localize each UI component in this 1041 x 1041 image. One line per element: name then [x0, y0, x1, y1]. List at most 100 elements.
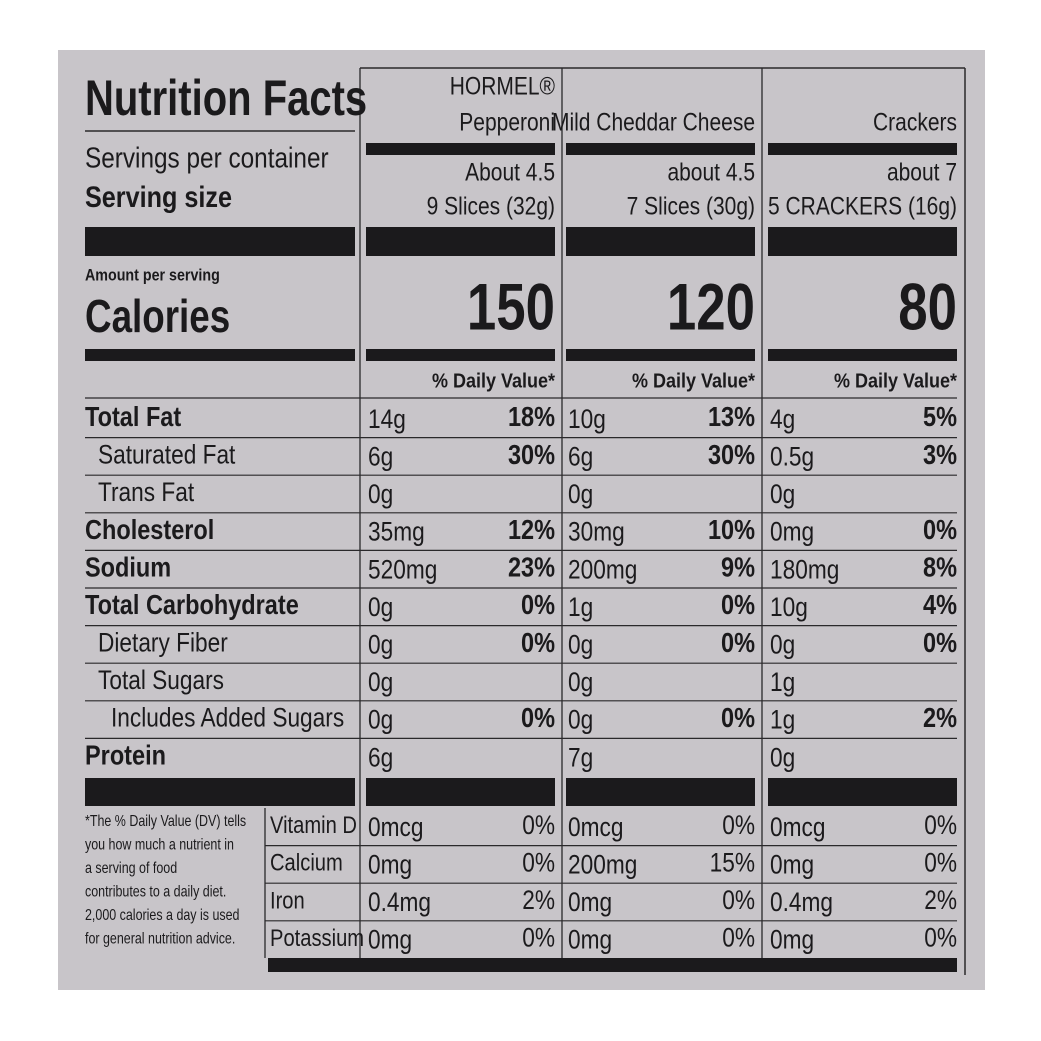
footnote-line: you how much a nutrient in	[85, 836, 234, 854]
vitamin-amount: 0.4mg	[368, 887, 431, 917]
vitamin-dv: 2%	[522, 885, 555, 915]
serving-size-value: 5 CRACKERS (16g)	[768, 192, 957, 220]
nutrient-amount: 1g	[568, 592, 593, 622]
serving-size-value: 9 Slices (32g)	[427, 192, 555, 220]
nutrient-amount: 4g	[770, 404, 795, 434]
vitamin-dv: 0%	[522, 848, 555, 878]
nutrient-amount: 1g	[770, 705, 795, 735]
nutrient-amount: 6g	[368, 743, 393, 773]
vitamin-label: Calcium	[270, 849, 343, 876]
nutrient-dv: 9%	[721, 553, 755, 583]
nutrient-label: Trans Fat	[98, 477, 194, 507]
vitamin-dv: 0%	[722, 885, 755, 915]
vitamin-dv: 0%	[924, 810, 957, 840]
nutrient-amount: 0g	[368, 667, 393, 697]
nutrient-dv: 0%	[521, 628, 555, 658]
vitamin-dv: 15%	[710, 848, 755, 878]
vitamin-label: Vitamin D	[270, 811, 357, 838]
rule-bar	[85, 227, 355, 256]
nutrient-amount: 180mg	[770, 555, 839, 585]
nutrient-dv: 0%	[721, 628, 755, 658]
serving-size-value: 7 Slices (30g)	[627, 192, 755, 220]
nutrient-amount: 0g	[368, 479, 393, 509]
nutrient-dv: 12%	[508, 515, 555, 545]
nutrient-amount: 10g	[568, 404, 606, 434]
nutrient-amount: 0g	[368, 630, 393, 660]
servings-value: about 4.5	[667, 158, 755, 186]
nutrient-amount: 0g	[368, 705, 393, 735]
serving-size-label: Serving size	[85, 180, 232, 214]
nutrient-amount: 6g	[368, 442, 393, 472]
nutrient-label: Total Fat	[85, 402, 182, 432]
vitamin-dv: 0%	[522, 810, 555, 840]
vitamin-amount: 0mcg	[368, 812, 423, 842]
nutrient-dv: 10%	[708, 515, 755, 545]
rule-bar	[566, 778, 755, 806]
vitamin-dv: 0%	[722, 923, 755, 953]
vitamin-amount: 0mg	[568, 925, 612, 955]
nutrient-label: Dietary Fiber	[98, 628, 228, 658]
footnote-line: contributes to a daily diet.	[85, 883, 226, 901]
nutrient-dv: 18%	[508, 402, 555, 432]
nutrient-label: Cholesterol	[85, 515, 214, 545]
rule-bar	[768, 143, 957, 155]
vitamin-amount: 0mcg	[568, 812, 623, 842]
nutrient-amount: 200mg	[568, 555, 637, 585]
rule-bar	[566, 143, 755, 155]
vitamin-dv: 0%	[522, 923, 555, 953]
rule-bar	[768, 227, 957, 256]
dv-header: % Daily Value*	[834, 370, 958, 392]
dv-header: % Daily Value*	[632, 370, 756, 392]
nutrient-amount: 6g	[568, 442, 593, 472]
nutrient-amount: 0.5g	[770, 442, 814, 472]
vitamin-label: Iron	[270, 887, 305, 914]
nutrient-dv: 0%	[721, 590, 755, 620]
dv-header: % Daily Value*	[432, 370, 556, 392]
nutrient-dv: 0%	[521, 590, 555, 620]
nutrient-dv: 23%	[508, 553, 555, 583]
footnote-line: a serving of food	[85, 860, 177, 878]
nutrient-dv: 30%	[508, 440, 555, 470]
nutrient-label: Protein	[85, 741, 166, 771]
nutrient-amount: 520mg	[368, 555, 437, 585]
nutrient-amount: 0mg	[770, 517, 814, 547]
nutrient-label: Includes Added Sugars	[111, 703, 344, 733]
rule-bar	[366, 143, 555, 155]
vitamin-amount: 0mg	[568, 887, 612, 917]
vitamin-dv: 0%	[924, 848, 957, 878]
nutrient-dv: 0%	[923, 515, 957, 545]
nutrient-label: Sodium	[85, 553, 171, 583]
footnote-line: *The % Daily Value (DV) tells	[85, 813, 246, 831]
vitamin-amount: 0mg	[368, 850, 412, 880]
nutrient-dv: 8%	[923, 553, 957, 583]
servings-label: Servings per container	[85, 142, 329, 174]
calories-label: Calories	[85, 290, 230, 342]
nutrient-label: Saturated Fat	[98, 440, 235, 470]
nutrient-amount: 30mg	[568, 517, 625, 547]
vitamin-amount: 0mcg	[770, 812, 825, 842]
rule-bar	[566, 349, 755, 361]
nutrient-label: Total Sugars	[98, 665, 224, 695]
vitamin-dv: 2%	[924, 885, 957, 915]
nutrient-dv: 13%	[708, 402, 755, 432]
rule-bar	[366, 227, 555, 256]
nutrient-dv: 0%	[721, 703, 755, 733]
nutrient-amount: 7g	[568, 743, 593, 773]
rule-bar	[366, 349, 555, 361]
nutrient-dv: 2%	[923, 703, 957, 733]
nutrient-dv: 0%	[521, 703, 555, 733]
footnote-line: 2,000 calories a day is used	[85, 907, 240, 925]
product-name: Pepperoni	[459, 108, 555, 136]
rule-bar	[85, 778, 355, 806]
rule-bar	[85, 349, 355, 361]
calories-value: 120	[667, 270, 755, 344]
nutrient-dv: 5%	[923, 402, 957, 432]
nutrient-amount: 0g	[568, 705, 593, 735]
vitamin-amount: 0.4mg	[770, 887, 833, 917]
vitamin-amount: 0mg	[368, 925, 412, 955]
calories-value: 150	[467, 270, 555, 344]
rule-bar	[566, 227, 755, 256]
product-name: Mild Cheddar Cheese	[552, 108, 755, 136]
nutrient-dv: 4%	[923, 590, 957, 620]
calories-value: 80	[898, 270, 957, 344]
